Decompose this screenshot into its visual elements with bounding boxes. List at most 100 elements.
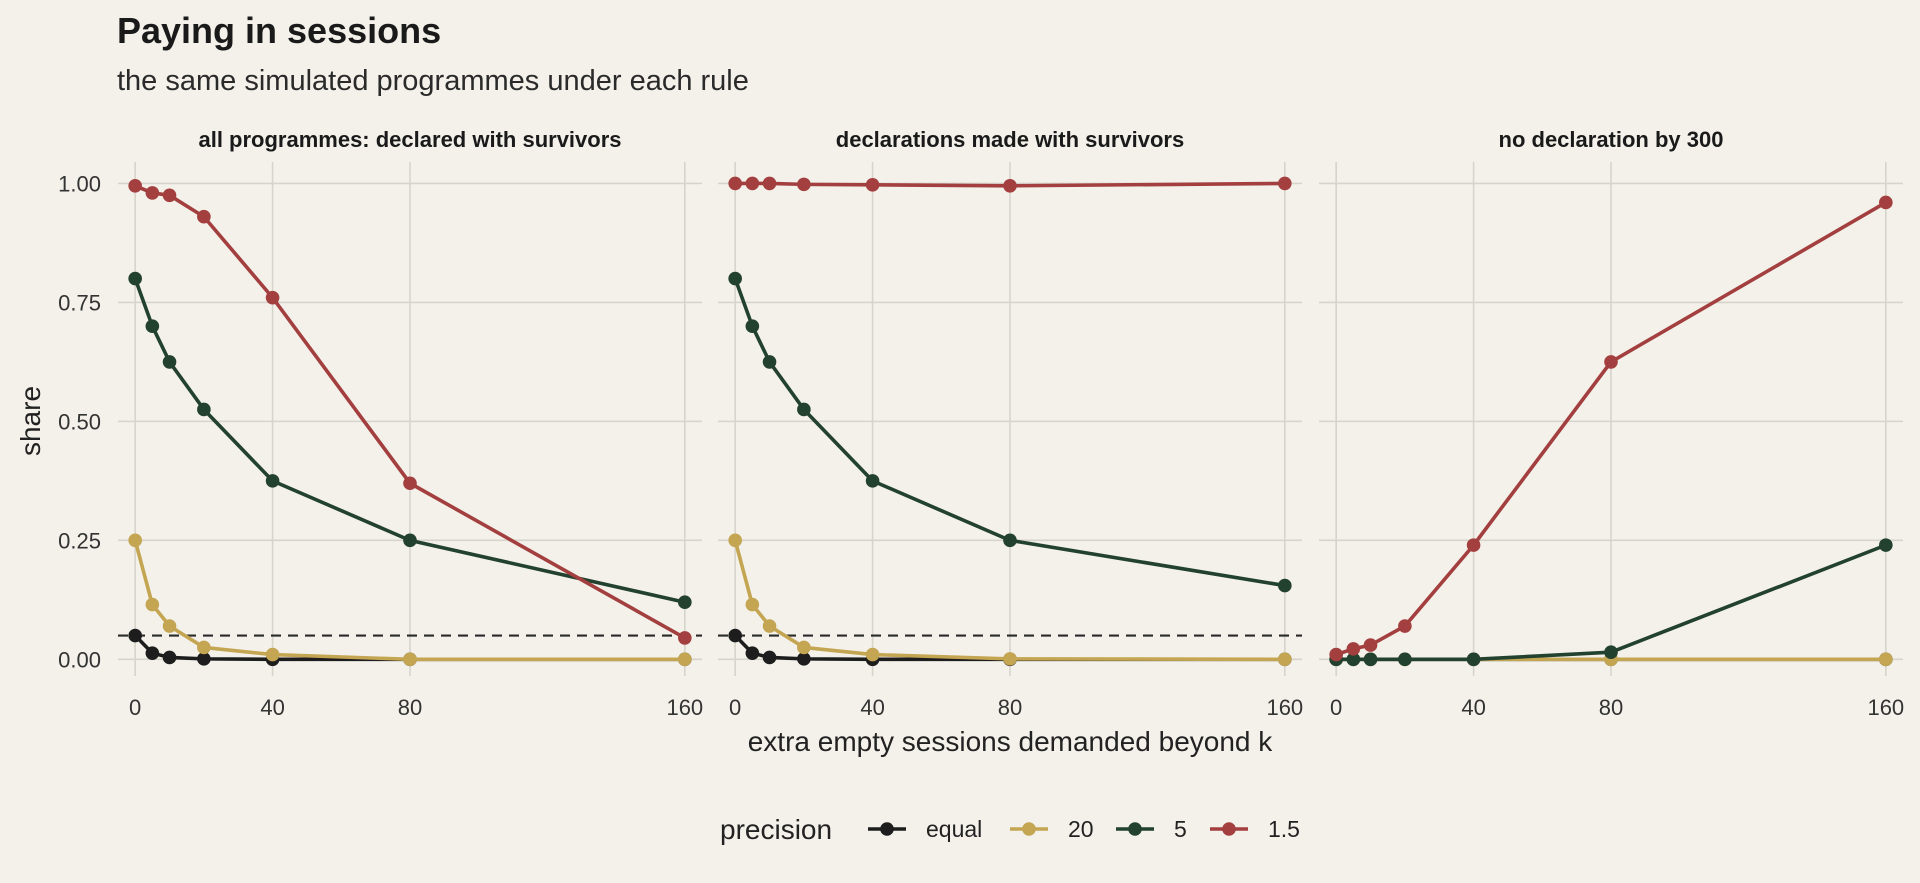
data-point — [678, 652, 692, 667]
x-tick-label: 40 — [860, 695, 884, 720]
panel-title: no declaration by 300 — [1499, 127, 1724, 152]
legend-label: equal — [926, 816, 982, 842]
data-point — [403, 652, 417, 667]
data-point — [1879, 195, 1893, 210]
x-tick-label: 160 — [1266, 695, 1303, 720]
data-point — [762, 176, 777, 191]
y-tick-label: 0.50 — [58, 409, 101, 434]
data-point — [1398, 619, 1412, 633]
data-point — [728, 176, 742, 191]
data-point — [762, 355, 777, 369]
data-point — [1466, 652, 1481, 667]
data-point — [1398, 652, 1412, 667]
x-tick-label: 40 — [260, 695, 284, 720]
data-point — [145, 597, 160, 612]
series-1-5 — [1329, 195, 1893, 662]
y-tick-label: 0.00 — [58, 647, 101, 672]
data-point — [1879, 538, 1893, 552]
legend: precision equal 20 5 1.5 — [720, 814, 1300, 845]
legend-key-point — [880, 822, 894, 836]
data-point — [403, 533, 417, 548]
data-point — [162, 619, 177, 633]
data-point — [265, 647, 280, 662]
legend-label: 20 — [1068, 816, 1094, 842]
data-point — [728, 271, 742, 286]
legend-key-point — [1022, 822, 1036, 836]
data-point — [797, 640, 811, 655]
y-tick-label: 0.25 — [58, 528, 101, 553]
legend-item-equal: equal — [868, 816, 982, 842]
data-point — [1003, 652, 1017, 666]
x-tick-label: 80 — [398, 695, 422, 720]
data-point — [1346, 652, 1361, 667]
data-point — [745, 597, 760, 612]
x-tick-label: 0 — [729, 695, 741, 720]
data-point — [1329, 647, 1343, 662]
chart-title: Paying in sessions — [117, 10, 441, 51]
legend-title: precision — [720, 814, 832, 845]
data-point — [128, 628, 142, 643]
panel-2: declarations made with survivors 0 40 80 160 — [718, 127, 1303, 720]
data-point — [745, 176, 760, 191]
data-point — [1363, 638, 1378, 652]
panel-1: all programmes: declared with survivors 0… — [58, 127, 703, 720]
data-point — [197, 640, 211, 655]
data-point — [678, 631, 692, 645]
panels: all programmes: declared with survivors 0… — [58, 127, 1904, 720]
data-point — [728, 533, 742, 548]
data-point — [197, 402, 211, 417]
data-point — [1346, 642, 1361, 656]
data-point — [1604, 355, 1618, 369]
x-tick-label: 40 — [1461, 695, 1485, 720]
x-tick-label: 80 — [1599, 695, 1623, 720]
data-point — [865, 474, 880, 488]
data-point — [865, 178, 880, 192]
x-tick-label: 160 — [1867, 695, 1904, 720]
data-point — [745, 319, 760, 333]
data-point — [145, 186, 160, 200]
data-point — [797, 402, 811, 417]
x-axis-title: extra empty sessions demanded beyond k — [748, 726, 1274, 757]
data-point — [797, 177, 811, 192]
x-tick-label: 0 — [129, 695, 141, 720]
x-tick-label: 0 — [1330, 695, 1342, 720]
series-5 — [1329, 538, 1893, 667]
data-point — [1278, 578, 1292, 593]
data-point — [128, 178, 142, 193]
data-point — [162, 650, 177, 665]
legend-item-1-5: 1.5 — [1210, 816, 1300, 842]
data-point — [128, 271, 142, 286]
data-point — [762, 619, 777, 633]
data-point — [678, 595, 692, 610]
data-point — [197, 209, 211, 224]
legend-key-point — [1128, 822, 1142, 836]
series-1-5 — [728, 176, 1292, 193]
data-point — [762, 650, 777, 665]
y-tick-label: 1.00 — [58, 171, 101, 196]
data-point — [145, 646, 160, 660]
panel-title: all programmes: declared with survivors — [198, 127, 621, 152]
data-point — [128, 533, 142, 548]
series-5 — [728, 271, 1292, 593]
series-20 — [128, 533, 692, 667]
chart-subtitle: the same simulated programmes under each… — [117, 65, 749, 97]
data-point — [265, 290, 280, 305]
x-tick-label: 160 — [666, 695, 703, 720]
data-point — [1363, 652, 1378, 667]
data-point — [1466, 538, 1481, 552]
legend-label: 5 — [1174, 816, 1187, 842]
data-point — [745, 646, 760, 660]
panel-3: no declaration by 300 0 40 80 160 — [1319, 127, 1904, 720]
data-point — [1003, 533, 1017, 548]
data-point — [1003, 178, 1017, 193]
legend-item-5: 5 — [1116, 816, 1187, 842]
data-point — [162, 355, 177, 369]
series-1-5 — [128, 178, 692, 645]
data-point — [197, 652, 211, 666]
data-point — [865, 647, 880, 662]
data-point — [1278, 652, 1292, 667]
legend-item-20: 20 — [1010, 816, 1094, 842]
y-axis-title: share — [15, 386, 46, 456]
data-point — [797, 652, 811, 666]
